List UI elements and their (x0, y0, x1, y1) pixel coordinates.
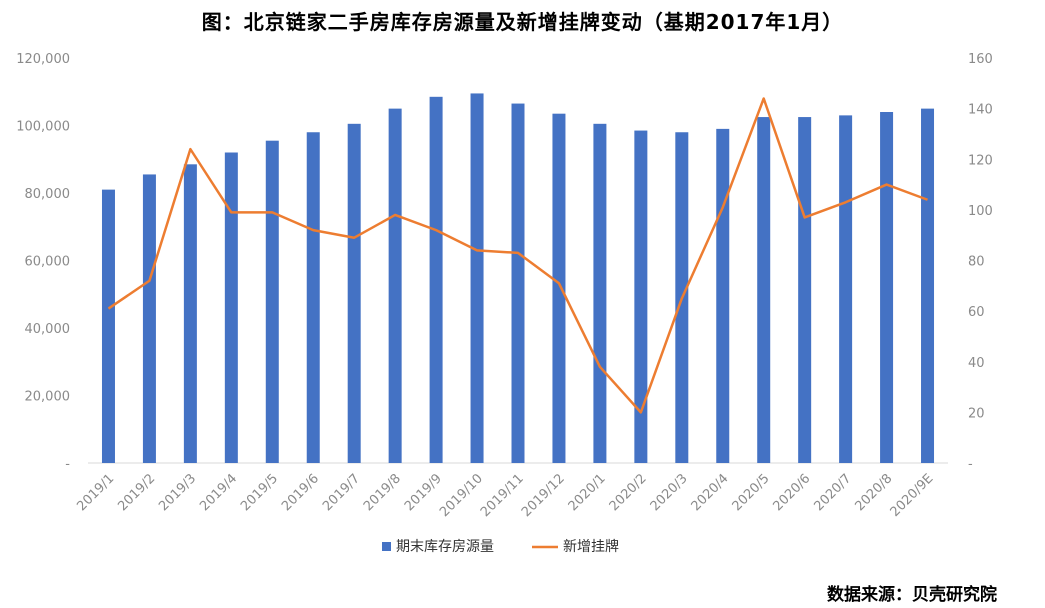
right-tick-label: 120 (968, 153, 993, 168)
bar (183, 164, 197, 463)
bar (511, 103, 525, 463)
x-tick-label: 2019/5 (238, 471, 281, 514)
bar (880, 112, 894, 463)
bar (101, 189, 115, 463)
bar (552, 113, 566, 463)
right-tick-label: 100 (968, 204, 993, 219)
x-tick-label: 2019/11 (478, 471, 527, 520)
bar (470, 93, 484, 463)
x-tick-label: 2020/3 (648, 471, 691, 514)
left-tick-label: 120,000 (16, 52, 70, 67)
bar (593, 123, 607, 463)
x-tick-label: 2019/8 (361, 471, 404, 514)
chart-title: 图：北京链家二手房库存房源量及新增挂牌变动（基期2017年1月） (201, 10, 844, 34)
bar (757, 117, 771, 463)
right-tick-label: 20 (968, 406, 985, 421)
x-tick-label: 2020/9E (888, 471, 937, 520)
x-tick-label: 2019/2 (115, 471, 158, 514)
x-axis-labels: 2019/12019/22019/32019/42019/52019/62019… (74, 471, 936, 520)
right-tick-label: 140 (968, 103, 993, 118)
legend-bar-swatch (382, 542, 391, 551)
bar (798, 117, 812, 463)
x-tick-label: 2019/7 (320, 471, 363, 514)
source-note: 数据来源：贝壳研究院 (827, 585, 997, 605)
right-tick-label: 80 (968, 255, 985, 270)
bar (388, 108, 402, 463)
right-tick-label: 60 (968, 305, 985, 320)
bar (347, 123, 361, 463)
x-tick-label: 2019/12 (519, 471, 568, 520)
right-axis-ticks: - 20 40 60 80 100 120 140 160 (968, 52, 993, 472)
left-tick-label: 40,000 (25, 322, 71, 337)
bar (716, 128, 730, 463)
bar (921, 108, 935, 463)
bar-series (101, 93, 935, 463)
x-tick-label: 2020/5 (730, 471, 773, 514)
right-tick-label: - (968, 457, 973, 472)
legend-line-label: 新增挂牌 (563, 538, 619, 555)
x-tick-label: 2019/10 (437, 471, 486, 520)
x-tick-label: 2020/4 (689, 471, 732, 514)
x-tick-label: 2019/3 (156, 471, 199, 514)
line-series (107, 97, 928, 414)
bar (429, 96, 443, 463)
bar (306, 132, 320, 463)
left-tick-label: 80,000 (25, 187, 71, 202)
bar (142, 174, 156, 463)
bar (634, 130, 648, 463)
left-axis-ticks: - 20,000 40,000 60,000 80,000 100,000 120,000 (16, 52, 70, 472)
x-tick-label: 2019/1 (74, 471, 117, 514)
left-tick-label: 20,000 (25, 390, 71, 405)
right-tick-label: 40 (968, 356, 985, 371)
legend-bar-label: 期末库存房源量 (396, 539, 494, 555)
legend: 期末库存房源量 新增挂牌 (382, 538, 619, 555)
bar (265, 140, 279, 463)
left-tick-label: - (65, 457, 70, 472)
bar (839, 115, 853, 463)
x-tick-label: 2019/4 (197, 471, 240, 514)
left-tick-label: 100,000 (16, 120, 70, 135)
x-tick-label: 2019/6 (279, 471, 322, 514)
right-tick-label: 160 (968, 52, 993, 67)
x-tick-label: 2020/1 (566, 471, 609, 514)
x-tick-label: 2020/6 (771, 471, 814, 514)
x-tick-label: 2020/7 (811, 471, 854, 514)
bar (224, 152, 238, 463)
x-tick-label: 2020/2 (607, 471, 650, 514)
left-tick-label: 60,000 (25, 255, 71, 270)
